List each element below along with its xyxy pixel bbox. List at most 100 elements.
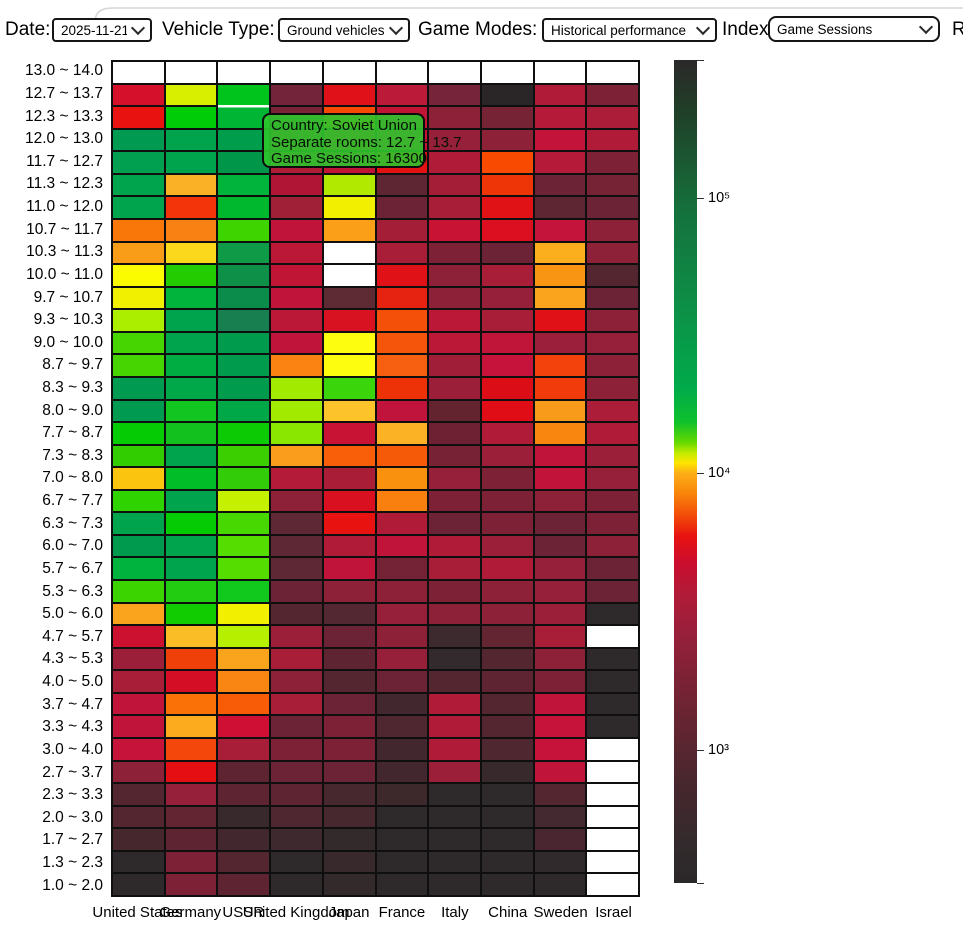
heatmap-cell[interactable] (587, 851, 638, 873)
heatmap-cell[interactable] (323, 558, 375, 580)
heatmap-cell[interactable] (271, 851, 322, 873)
heatmap-cell[interactable] (587, 693, 638, 715)
heatmap-cell[interactable] (534, 581, 586, 602)
heatmap-cell[interactable] (271, 468, 322, 489)
heatmap-cell[interactable] (587, 84, 638, 106)
heatmap-cell[interactable] (323, 874, 375, 895)
heatmap-cell[interactable] (534, 445, 586, 467)
heatmap-cell[interactable] (165, 626, 217, 647)
heatmap-cell[interactable] (429, 400, 480, 422)
heatmap-cell[interactable] (587, 332, 638, 354)
heatmap-cell[interactable] (113, 513, 164, 534)
heatmap-cell[interactable] (113, 490, 164, 512)
heatmap-cell[interactable] (534, 468, 586, 489)
heatmap-cell[interactable] (587, 152, 638, 173)
heatmap-cell[interactable] (113, 761, 164, 783)
heatmap-cell[interactable] (587, 310, 638, 331)
heatmap-cell[interactable] (481, 761, 533, 783)
heatmap-cell[interactable] (323, 445, 375, 467)
heatmap-cell[interactable] (165, 693, 217, 715)
heatmap-cell[interactable] (587, 242, 638, 264)
heatmap-cell[interactable] (376, 377, 428, 399)
heatmap-cell[interactable] (323, 355, 375, 376)
heatmap-cell[interactable] (587, 716, 638, 738)
heatmap-cell[interactable] (218, 784, 270, 805)
heatmap-cell[interactable] (113, 739, 164, 760)
heatmap-cell[interactable] (165, 310, 217, 331)
heatmap-cell[interactable] (534, 784, 586, 805)
heatmap-cell[interactable] (323, 851, 375, 873)
heatmap-cell[interactable] (323, 535, 375, 557)
heatmap-cell[interactable] (534, 265, 586, 286)
heatmap-cell[interactable] (271, 626, 322, 647)
heatmap-cell[interactable] (587, 129, 638, 151)
heatmap-cell[interactable] (323, 62, 375, 83)
heatmap-cell[interactable] (534, 558, 586, 580)
heatmap-cell[interactable] (481, 513, 533, 534)
heatmap-cell[interactable] (323, 648, 375, 670)
heatmap-cell[interactable] (165, 107, 217, 128)
heatmap-cell[interactable] (587, 174, 638, 196)
heatmap-cell[interactable] (429, 197, 480, 218)
heatmap-cell[interactable] (534, 490, 586, 512)
heatmap-cell[interactable] (165, 400, 217, 422)
heatmap-cell[interactable] (218, 693, 270, 715)
heatmap-cell[interactable] (218, 806, 270, 828)
heatmap-cell[interactable] (481, 648, 533, 670)
heatmap-cell[interactable] (271, 716, 322, 738)
date-select[interactable]: 2025-11-21 (52, 18, 152, 42)
heatmap-cell[interactable] (481, 445, 533, 467)
heatmap-cell[interactable] (376, 445, 428, 467)
heatmap-cell[interactable] (534, 761, 586, 783)
heatmap-cell[interactable] (323, 513, 375, 534)
heatmap-cell[interactable] (113, 287, 164, 309)
heatmap-cell[interactable] (323, 219, 375, 241)
heatmap-cell[interactable] (165, 513, 217, 534)
heatmap-cell[interactable] (271, 761, 322, 783)
heatmap-cell[interactable] (165, 829, 217, 850)
heatmap-cell[interactable] (218, 62, 270, 83)
heatmap-cell[interactable] (323, 761, 375, 783)
heatmap-cell[interactable] (165, 535, 217, 557)
heatmap-cell[interactable] (113, 693, 164, 715)
heatmap-cell[interactable] (481, 62, 533, 83)
heatmap-cell[interactable] (271, 513, 322, 534)
heatmap-cell[interactable] (113, 84, 164, 106)
heatmap-cell[interactable] (323, 265, 375, 286)
heatmap-cell[interactable] (376, 851, 428, 873)
heatmap-cell[interactable] (429, 468, 480, 489)
heatmap-cell[interactable] (165, 761, 217, 783)
heatmap-cell[interactable] (376, 242, 428, 264)
heatmap-cell[interactable] (165, 851, 217, 873)
heatmap-cell[interactable] (271, 829, 322, 850)
heatmap-cell[interactable] (534, 332, 586, 354)
heatmap-cell[interactable] (218, 535, 270, 557)
heatmap-cell[interactable] (376, 784, 428, 805)
heatmap-cell[interactable] (481, 558, 533, 580)
heatmap-cell[interactable] (376, 197, 428, 218)
heatmap-cell[interactable] (165, 739, 217, 760)
heatmap-cell[interactable] (429, 490, 480, 512)
heatmap-cell[interactable] (218, 355, 270, 376)
heatmap-cell[interactable] (323, 626, 375, 647)
heatmap-cell[interactable] (323, 490, 375, 512)
heatmap-cell[interactable] (323, 829, 375, 850)
heatmap-cell[interactable] (481, 671, 533, 692)
heatmap-cell[interactable] (218, 310, 270, 331)
heatmap-cell[interactable] (481, 829, 533, 850)
heatmap-cell[interactable] (376, 739, 428, 760)
heatmap-cell[interactable] (376, 761, 428, 783)
heatmap-cell[interactable] (534, 626, 586, 647)
heatmap-cell[interactable] (113, 445, 164, 467)
heatmap-cell[interactable] (113, 558, 164, 580)
heatmap-cell[interactable] (587, 490, 638, 512)
heatmap-cell[interactable] (113, 581, 164, 602)
heatmap-cell[interactable] (218, 581, 270, 602)
heatmap-cell[interactable] (534, 310, 586, 331)
heatmap-cell[interactable] (481, 107, 533, 128)
heatmap-cell[interactable] (481, 400, 533, 422)
heatmap-cell[interactable] (113, 129, 164, 151)
heatmap-cell[interactable] (218, 626, 270, 647)
heatmap-cell[interactable] (165, 716, 217, 738)
heatmap-cell[interactable] (429, 761, 480, 783)
